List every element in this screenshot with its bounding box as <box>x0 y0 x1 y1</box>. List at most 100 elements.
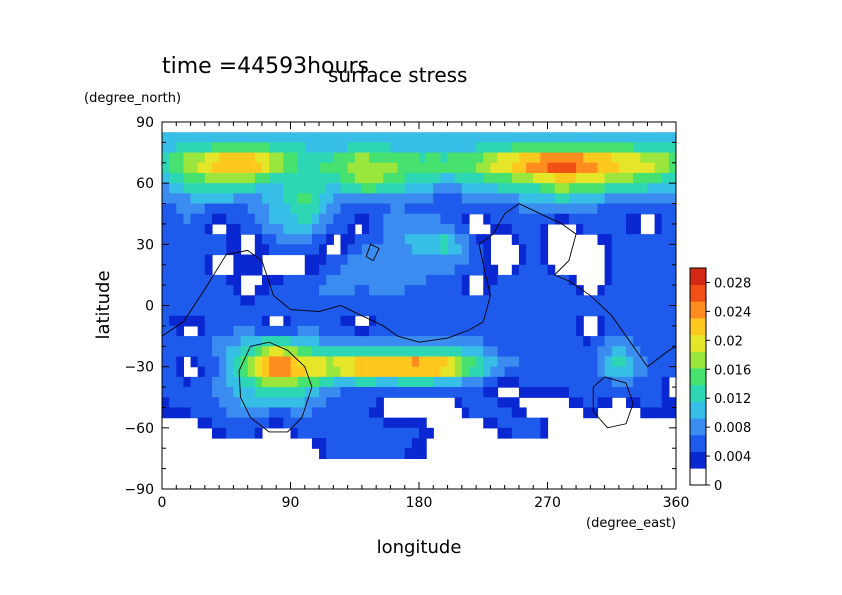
heatmap-cell <box>526 346 534 358</box>
heatmap-cell <box>576 285 584 296</box>
heatmap-cell <box>668 142 676 154</box>
heatmap-cell <box>497 203 506 215</box>
heatmap-cell <box>226 387 234 398</box>
heatmap-cell <box>533 244 541 256</box>
heatmap-cell <box>490 223 499 235</box>
heatmap-cell <box>504 223 513 235</box>
heatmap-cell <box>261 274 270 286</box>
heatmap-cell <box>526 417 534 429</box>
heatmap-cell <box>183 407 192 419</box>
heatmap-cell <box>433 356 442 368</box>
heatmap-cell <box>304 172 313 184</box>
heatmap-cell <box>162 193 170 205</box>
heatmap-cell <box>204 152 213 164</box>
heatmap-cell <box>233 305 242 317</box>
heatmap-cell <box>176 254 185 266</box>
heatmap-cell <box>518 244 527 256</box>
heatmap-cell <box>326 274 334 286</box>
heatmap-cell <box>497 315 506 327</box>
heatmap-cell <box>183 203 192 215</box>
heatmap-cell <box>297 346 306 358</box>
heatmap-cell <box>269 274 277 286</box>
heatmap-cell <box>326 193 334 205</box>
heatmap-cell <box>390 346 399 358</box>
heatmap-cell <box>304 193 313 205</box>
heatmap-cell <box>333 417 342 429</box>
heatmap-cell <box>533 336 541 347</box>
heatmap-cell <box>611 142 620 154</box>
heatmap-cell <box>233 274 242 286</box>
heatmap-cell <box>597 346 606 358</box>
heatmap-cell <box>333 254 342 266</box>
heatmap-cell <box>533 223 541 235</box>
heatmap-cell <box>454 132 463 143</box>
heatmap-cell <box>311 213 320 225</box>
heatmap-cell <box>197 366 206 378</box>
heatmap-cell <box>497 285 506 296</box>
heatmap-cell <box>547 295 556 307</box>
heatmap-cell <box>411 366 420 378</box>
heatmap-cell <box>319 325 327 337</box>
heatmap-cell <box>490 407 499 419</box>
heatmap-cell <box>654 325 663 337</box>
heatmap-cell <box>483 407 491 419</box>
heatmap-cell <box>211 356 220 368</box>
heatmap-cell <box>176 234 185 245</box>
heatmap-cell <box>269 285 277 296</box>
heatmap-cell <box>511 152 520 164</box>
heatmap-cell <box>340 183 349 194</box>
heatmap-cell <box>269 376 277 388</box>
heatmap-cell <box>261 223 270 235</box>
heatmap-cell <box>476 172 484 184</box>
heatmap-cell <box>654 376 663 388</box>
heatmap-cell <box>283 285 292 296</box>
heatmap-cell <box>604 254 613 266</box>
heatmap-cell <box>311 417 320 429</box>
heatmap-cell <box>568 387 577 398</box>
heatmap-cell <box>576 315 584 327</box>
heatmap-cell <box>626 325 634 337</box>
heatmap-cell <box>190 387 199 398</box>
y-tick-label: 60 <box>136 176 154 192</box>
heatmap-cell <box>390 325 399 337</box>
heatmap-cell <box>454 397 463 409</box>
heatmap-cell <box>197 346 206 358</box>
heatmap-cell <box>190 285 199 296</box>
heatmap-cell <box>518 132 527 143</box>
heatmap-cell <box>640 142 649 154</box>
heatmap-cell <box>483 417 491 429</box>
heatmap-cell <box>490 366 499 378</box>
heatmap-cell <box>283 387 292 398</box>
heatmap-cell <box>404 213 413 225</box>
heatmap-cell <box>261 132 270 143</box>
heatmap-cell <box>647 305 656 317</box>
heatmap-cell <box>411 172 420 184</box>
heatmap-cell <box>162 315 170 327</box>
heatmap-cell <box>169 152 177 164</box>
heatmap-cell <box>383 142 392 154</box>
heatmap-cell <box>219 346 227 358</box>
heatmap-cell <box>390 438 399 449</box>
heatmap-cell <box>576 397 584 409</box>
heatmap-cell <box>511 366 520 378</box>
heatmap-cell <box>454 264 463 276</box>
heatmap-cell <box>433 305 442 317</box>
colorbar-swatch <box>690 301 706 319</box>
heatmap-cell <box>597 152 606 164</box>
heatmap-cell <box>233 244 242 256</box>
heatmap-cell <box>254 346 263 358</box>
heatmap-cell <box>468 234 477 245</box>
heatmap-cell <box>197 356 206 368</box>
heatmap-cell <box>354 132 363 143</box>
heatmap-cell <box>247 295 256 307</box>
heatmap-cell <box>311 438 320 449</box>
x-tick-label: 90 <box>282 495 300 511</box>
heatmap-cell <box>254 376 263 388</box>
heatmap-cell <box>618 315 627 327</box>
heatmap-cell <box>383 387 392 398</box>
heatmap-cell <box>611 387 620 398</box>
heatmap-cell <box>461 285 470 296</box>
heatmap-cell <box>454 325 463 337</box>
colorbar-tick-label: 0.004 <box>714 450 751 465</box>
heatmap-cell <box>311 325 320 337</box>
